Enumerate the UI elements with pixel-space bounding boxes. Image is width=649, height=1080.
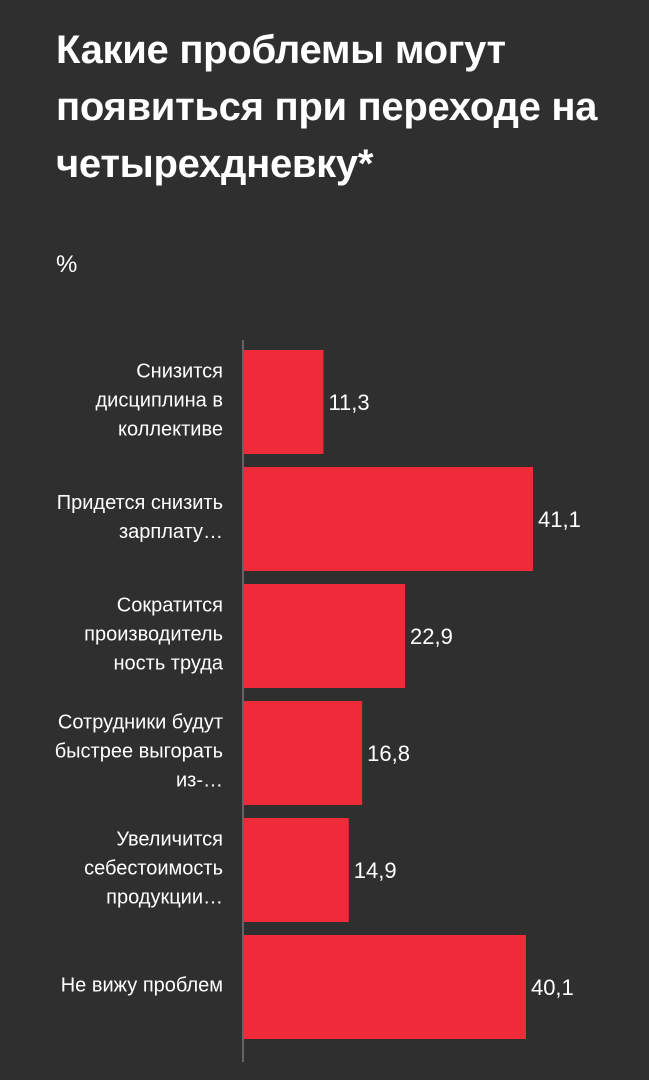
chart-title: Какие проблемы могут появиться при перех… [56, 28, 598, 186]
data-label: 16,8 [367, 741, 410, 766]
category-label: Сократится производитель ность труда [84, 594, 223, 675]
category-label: Сотрудники будут быстрее выгорать из-… [54, 711, 223, 792]
data-label: 40,1 [531, 975, 574, 1000]
data-label: 41,1 [538, 507, 581, 532]
bar [244, 467, 533, 571]
unit-label: % [56, 251, 78, 278]
category-label: Снизится дисциплина в коллективе [95, 360, 224, 441]
bar [244, 701, 363, 805]
category-label: Придется снизить зарплату… [56, 492, 223, 543]
bar [244, 584, 406, 688]
bar [244, 350, 324, 454]
category-label: Не вижу проблем [60, 974, 223, 997]
bar [244, 818, 349, 922]
data-label: 14,9 [354, 858, 397, 883]
category-label: Увеличится себестоимость продукции… [84, 828, 223, 909]
data-label: 11,3 [328, 390, 369, 415]
data-label: 22,9 [410, 624, 453, 649]
bar [244, 935, 526, 1039]
